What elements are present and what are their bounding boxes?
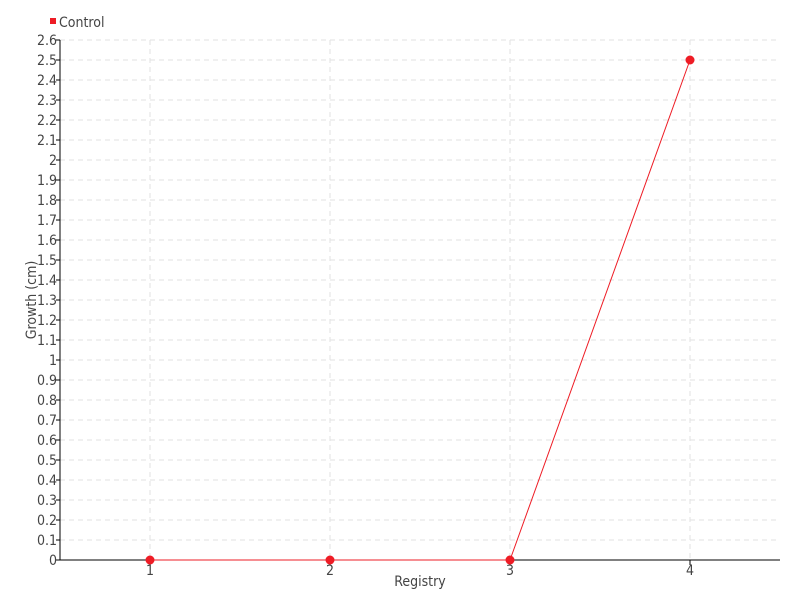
y-tick-label: 1.8 [37,193,57,209]
y-tick-label: 2.2 [37,113,57,129]
legend-label: Control [59,15,105,31]
x-tick-label: 4 [686,563,694,579]
x-tick-label: 3 [506,563,514,579]
y-tick-label: 1.3 [37,293,57,309]
legend: Control [50,15,105,31]
y-tick-label: 1 [49,353,57,369]
y-tick-label: 2.6 [37,33,57,49]
data-point [145,555,155,565]
y-tick-label: 1.9 [37,173,57,189]
y-tick-label: 2.5 [37,53,57,69]
y-tick-label: 0.8 [37,393,57,409]
x-axis-label: Registry [394,574,446,590]
data-point [505,555,515,565]
y-tick-label: 0.7 [37,413,57,429]
y-tick-label: 2 [49,153,57,169]
y-tick-label: 0.2 [37,513,57,529]
tick-labels: 0 0.1 0.2 0.3 0.4 0.5 0.6 0.7 0.8 0.9 1 1.1 1.2 1.3 1.… [37,33,694,579]
y-tick-label: 1.4 [37,273,57,289]
data-point [325,555,335,565]
y-tick-label: 2.1 [37,133,57,149]
y-tick-label: 2.3 [37,93,57,109]
y-tick-label: 1.2 [37,313,57,329]
series [145,55,695,565]
y-tick-label: 1.5 [37,253,57,269]
y-tick-label: 1.1 [37,333,57,349]
legend-swatch [50,18,56,24]
y-tick-label: 0.9 [37,373,57,389]
y-tick-label: 0.5 [37,453,57,469]
data-point [685,55,695,65]
y-tick-label: 0.1 [37,533,57,549]
series-line [150,59,691,561]
y-tick-label: 0 [49,553,57,569]
y-tick-label: 1.6 [37,233,57,249]
axes [56,39,780,565]
x-tick-label: 2 [326,563,334,579]
y-tick-label: 0.6 [37,433,57,449]
y-tick-label: 0.4 [37,473,57,489]
y-tick-label: 2.4 [37,73,57,89]
x-tick-label: 1 [146,563,154,579]
y-axis-label: Growth (cm) [24,261,40,340]
grid [60,39,780,560]
y-tick-label: 0.3 [37,493,57,509]
y-tick-label: 1.7 [37,213,57,229]
